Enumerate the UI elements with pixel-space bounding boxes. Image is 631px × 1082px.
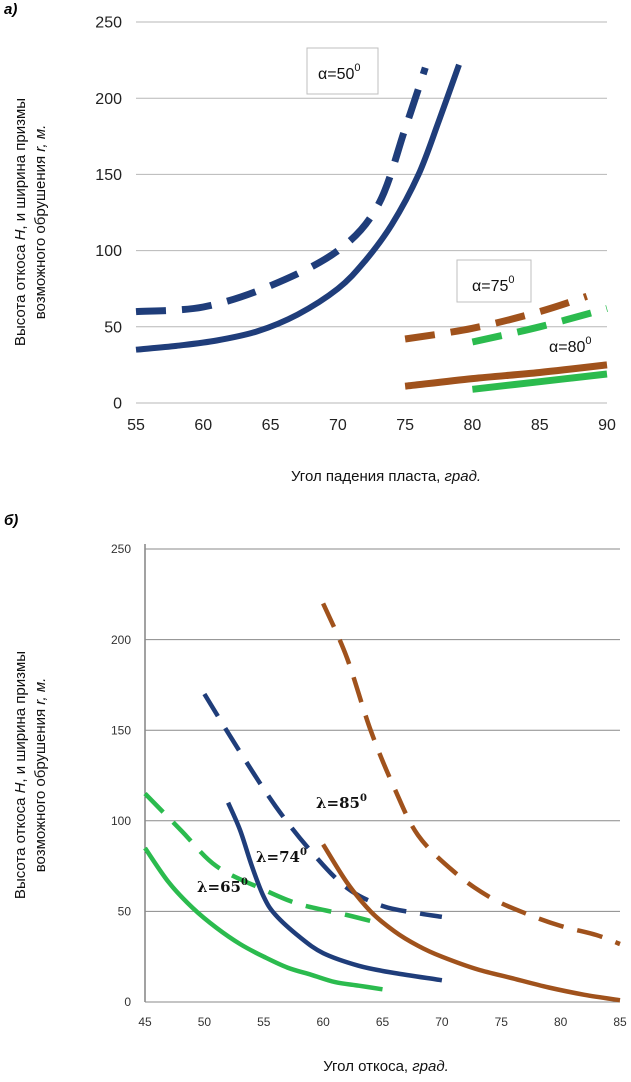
x-axis-title-b: Угол откоса, град. bbox=[323, 1058, 449, 1075]
x-tick-label-a-70: 70 bbox=[329, 417, 347, 434]
x-tick-label-a-85: 85 bbox=[531, 417, 549, 434]
x-ticks-b: 45 50 55 60 65 70 75 80 85 bbox=[138, 1015, 627, 1029]
x-tick-label-b-80: 80 bbox=[554, 1015, 568, 1029]
y-ticks-a: 0 50 100 150 200 250 bbox=[95, 15, 122, 413]
x-tick-label-a-55: 55 bbox=[127, 417, 145, 434]
x-tick-label-a-60: 60 bbox=[194, 417, 212, 434]
x-tick-label-b-45: 45 bbox=[138, 1015, 152, 1029]
series-line-a-3 bbox=[404, 292, 588, 343]
series-line-a-4 bbox=[471, 305, 608, 346]
x-tick-label-b-70: 70 bbox=[435, 1015, 449, 1029]
x-tick-label-b-50: 50 bbox=[198, 1015, 212, 1029]
annotation-box-alpha-75 bbox=[456, 259, 532, 303]
series-line-b-1 bbox=[143, 792, 384, 927]
annotation-box-alpha-50 bbox=[306, 47, 379, 95]
annotation-lambda-65: λ=650 bbox=[197, 877, 248, 896]
y-axis-title-b-line2: возможного обрушения r, м. bbox=[32, 678, 49, 873]
y-tick-label-a-150: 150 bbox=[95, 167, 122, 184]
y-tick-label-b-200: 200 bbox=[111, 633, 131, 647]
chart-a: а) 0 50 100 150 200 250 55 60 65 70 75 80 85 90 α=50… bbox=[4, 1, 616, 485]
y-tick-label-b-100: 100 bbox=[111, 814, 131, 828]
panel-label-a: а) bbox=[4, 1, 17, 18]
y-axis-title-a-line1: Высота откоса H, и ширина призмы bbox=[12, 98, 29, 346]
y-tick-label-b-50: 50 bbox=[118, 905, 132, 919]
series-line-a-2 bbox=[135, 63, 462, 353]
series-line-a-6 bbox=[471, 370, 608, 393]
x-tick-label-b-60: 60 bbox=[316, 1015, 330, 1029]
annotation-alpha-75: α=750 bbox=[472, 274, 515, 295]
x-axis-title-a: Угол падения пласта, град. bbox=[291, 468, 481, 485]
series-line-b-4 bbox=[226, 801, 443, 983]
y-tick-label-b-250: 250 bbox=[111, 542, 131, 556]
y-axis-title-b-line1: Высота откоса H, и ширина призмы bbox=[12, 651, 29, 899]
x-tick-label-a-80: 80 bbox=[464, 417, 482, 434]
y-tick-label-b-150: 150 bbox=[111, 723, 131, 737]
x-tick-label-a-75: 75 bbox=[396, 417, 414, 434]
x-tick-label-a-65: 65 bbox=[262, 417, 280, 434]
series-line-b-2 bbox=[143, 846, 383, 992]
series-a bbox=[135, 63, 608, 393]
annotation-alpha-80: α=800 bbox=[549, 335, 592, 356]
panel-label-b: б) bbox=[4, 512, 18, 529]
series-b bbox=[143, 602, 621, 1003]
series-line-a-5 bbox=[404, 361, 608, 390]
y-axis-title-b: Высота откоса H, и ширина призмы возможн… bbox=[12, 651, 49, 899]
series-line-b-6 bbox=[321, 843, 621, 1003]
x-tick-label-b-85: 85 bbox=[613, 1015, 627, 1029]
annotation-lambda-74: λ=740 bbox=[256, 847, 307, 866]
x-tick-label-b-65: 65 bbox=[376, 1015, 390, 1029]
x-tick-label-b-75: 75 bbox=[495, 1015, 509, 1029]
y-tick-label-a-200: 200 bbox=[95, 91, 122, 108]
annotation-lambda-85: λ=850 bbox=[316, 793, 367, 812]
series-line-a-1 bbox=[135, 66, 429, 316]
x-tick-label-b-55: 55 bbox=[257, 1015, 271, 1029]
gridlines-b bbox=[145, 548, 620, 1003]
y-tick-label-a-0: 0 bbox=[113, 396, 122, 413]
y-tick-label-b-0: 0 bbox=[124, 995, 131, 1009]
x-tick-label-a-90: 90 bbox=[598, 417, 616, 434]
y-tick-label-a-50: 50 bbox=[104, 319, 122, 336]
chart-b: б) 0 50 100 150 200 250 45 50 55 60 65 70 75 80 85 λ=… bbox=[4, 512, 627, 1075]
y-tick-label-a-250: 250 bbox=[95, 15, 122, 32]
annotation-alpha-50: α=500 bbox=[318, 62, 361, 83]
y-ticks-b: 0 50 100 150 200 250 bbox=[111, 542, 131, 1009]
y-axis-title-a: Высота откоса H, и ширина призмы возможн… bbox=[12, 98, 49, 346]
series-line-b-5 bbox=[321, 602, 621, 947]
series-line-b-3 bbox=[202, 692, 443, 920]
y-axis-title-a-line2: возможного обрушения r, м. bbox=[32, 125, 49, 320]
y-tick-label-a-100: 100 bbox=[95, 243, 122, 260]
x-ticks-a: 55 60 65 70 75 80 85 90 bbox=[127, 417, 616, 434]
